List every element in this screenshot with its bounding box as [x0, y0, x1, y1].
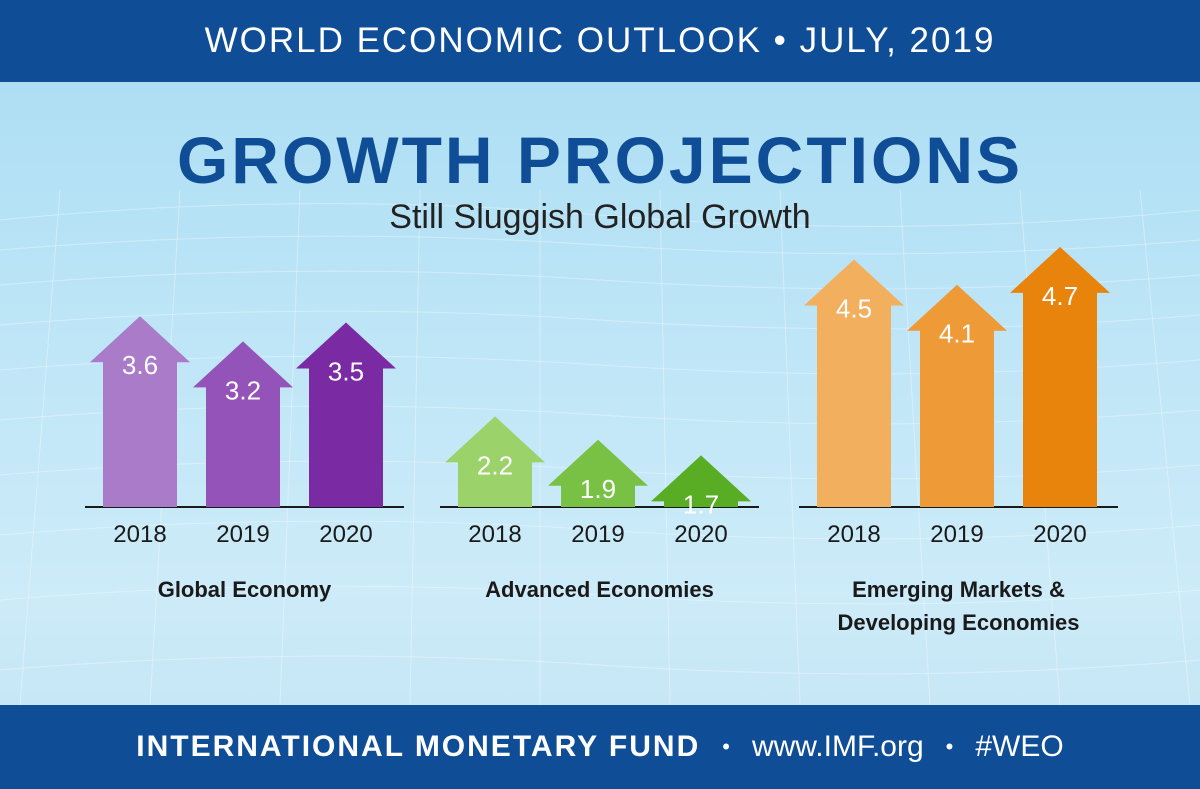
chart-subtitle: Still Sluggish Global Growth	[389, 198, 811, 236]
year-tick-label: 2020	[319, 521, 372, 548]
data-label: 4.7	[1042, 281, 1078, 311]
year-tick-label: 2020	[1033, 521, 1086, 548]
year-tick-label: 2018	[827, 521, 880, 548]
footer-hashtag[interactable]: #WEO	[975, 730, 1064, 763]
chart-title: GROWTH PROJECTIONS	[176, 123, 1024, 197]
year-tick-label: 2018	[468, 521, 521, 548]
growth-arrow-bar	[804, 259, 904, 507]
footer-org: INTERNATIONAL MONETARY FUND	[136, 730, 701, 763]
growth-arrow-bar	[90, 316, 190, 507]
growth-arrow-bar	[193, 341, 293, 507]
growth-arrow-bar	[548, 439, 648, 507]
data-label: 1.7	[683, 489, 719, 519]
header-banner: WORLD ECONOMIC OUTLOOK • JULY, 2019	[0, 0, 1200, 82]
growth-arrow-bar	[296, 322, 396, 507]
data-label: 2.2	[477, 450, 513, 480]
header-text: WORLD ECONOMIC OUTLOOK • JULY, 2019	[204, 21, 996, 60]
year-tick-label: 2018	[113, 521, 166, 548]
footer-banner: INTERNATIONAL MONETARY FUND • www.IMF.or…	[0, 705, 1200, 789]
group-label: Global Economy	[158, 577, 332, 602]
year-tick-label: 2019	[930, 521, 983, 548]
data-label: 4.1	[939, 319, 975, 349]
growth-arrow-bar	[1010, 246, 1110, 507]
footer-separator: •	[945, 734, 954, 759]
data-label: 4.5	[836, 294, 872, 324]
growth-arrow-bar	[651, 455, 751, 507]
footer-separator: •	[722, 734, 730, 759]
group-label: Developing Economies	[837, 610, 1079, 635]
data-label: 3.2	[225, 375, 261, 405]
footer-url[interactable]: www.IMF.org	[751, 730, 924, 763]
year-tick-label: 2019	[216, 521, 269, 548]
data-label: 3.5	[328, 357, 364, 387]
growth-arrow-bar	[445, 416, 545, 507]
data-label: 3.6	[122, 350, 158, 380]
group-label: Emerging Markets &	[852, 577, 1065, 602]
growth-arrow-bar	[907, 284, 1007, 507]
year-tick-label: 2020	[674, 521, 727, 548]
growth-chart: 3.6 2018 3.2 2019 3.5 2020 Global Economy 2.2 20…	[85, 246, 1118, 635]
data-label: 1.9	[580, 474, 616, 504]
group-label: Advanced Economies	[485, 577, 714, 602]
background-wave-mesh	[0, 190, 1200, 705]
year-tick-label: 2019	[571, 521, 624, 548]
